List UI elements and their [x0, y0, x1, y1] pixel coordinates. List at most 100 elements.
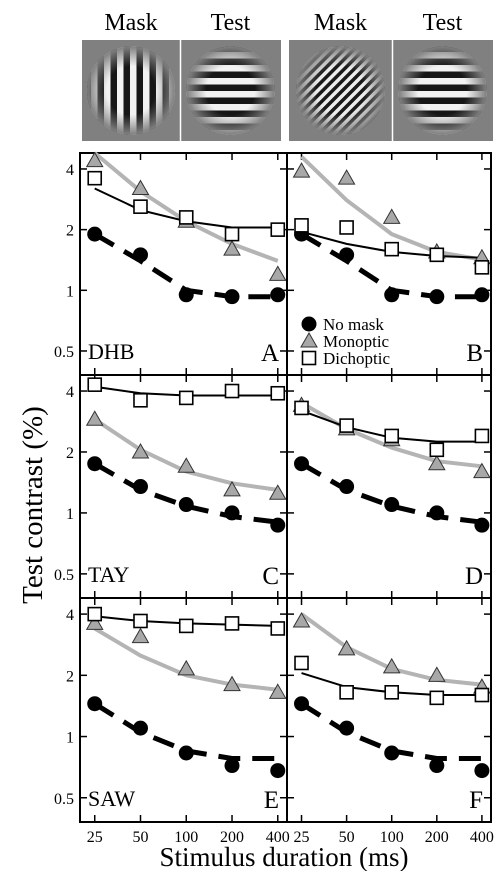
- monoptic-point: [223, 480, 241, 497]
- monoptic-point: [85, 151, 104, 168]
- monoptic-point: [223, 675, 241, 692]
- monoptic-point: [427, 666, 446, 682]
- no-mask-fit-line: [300, 461, 483, 525]
- x-tick-label: 200: [425, 829, 449, 846]
- panel-D: D: [286, 374, 492, 599]
- no-mask-point: [178, 287, 194, 303]
- monoptic-fit-line: [93, 417, 279, 492]
- panel-letter: F: [469, 787, 483, 814]
- no-mask-point: [429, 758, 445, 774]
- y-tick-label: 0.5: [54, 344, 74, 361]
- dichoptic-point: [384, 241, 400, 257]
- x-tick-label: 50: [132, 829, 148, 846]
- y-tick-label: 0.5: [54, 567, 74, 584]
- monoptic-fit-line: [300, 612, 483, 687]
- no-mask-point: [132, 720, 148, 736]
- monoptic-point: [337, 639, 356, 656]
- observer-label: DHB: [88, 339, 134, 364]
- dichoptic-point: [87, 606, 103, 622]
- monoptic-point: [268, 265, 287, 281]
- dichoptic-point: [87, 377, 103, 392]
- panel-letter: E: [264, 787, 279, 814]
- monoptic-fit-line: [93, 151, 279, 263]
- dichoptic-point: [178, 618, 194, 634]
- stimulus-label: Mask: [314, 10, 367, 36]
- monoptic-point: [292, 162, 311, 178]
- no-mask-point: [270, 763, 286, 779]
- no-mask-point: [339, 247, 355, 263]
- panel-letter: A: [261, 340, 279, 367]
- no-mask-point: [132, 479, 148, 495]
- no-mask-point: [224, 289, 240, 305]
- monoptic-point: [382, 208, 401, 224]
- no-mask-point: [429, 505, 445, 521]
- dichoptic-point: [384, 428, 400, 444]
- monoptic-fit-line: [300, 155, 483, 262]
- stimulus-3: Mask: [289, 10, 392, 141]
- x-tick-label: 25: [87, 829, 103, 846]
- dichoptic-point: [294, 400, 309, 416]
- monoptic-point: [131, 179, 150, 195]
- panel-letter: D: [465, 563, 483, 590]
- dichoptic-point: [270, 222, 286, 237]
- monoptic-point: [85, 614, 104, 630]
- y-axis-label: Test contrast (%): [17, 406, 49, 604]
- stimulus-2: Test: [180, 10, 281, 141]
- y-tick-label: 1: [66, 283, 74, 300]
- stimulus-label: Test: [211, 10, 251, 36]
- dichoptic-point: [224, 616, 240, 631]
- dichoptic-point: [270, 621, 286, 636]
- dichoptic-point: [133, 392, 148, 408]
- monoptic-point: [177, 457, 196, 473]
- dichoptic-point: [133, 613, 148, 629]
- no-mask-point: [270, 287, 286, 303]
- panel-letter: B: [466, 340, 483, 367]
- legend-label: Monoptic: [323, 332, 390, 351]
- no-mask-point: [294, 696, 310, 712]
- no-mask-point: [224, 758, 240, 774]
- monoptic-point: [85, 410, 104, 426]
- monoptic-point: [268, 484, 287, 500]
- y-tick-label: 1: [66, 506, 74, 523]
- dichoptic-point: [294, 655, 309, 671]
- no-mask-point: [178, 745, 194, 761]
- no-mask-point: [339, 720, 355, 736]
- monoptic-point: [427, 454, 446, 471]
- y-tick-label: 1: [66, 730, 74, 747]
- panel-C: 0.5 1 2 4 TAY C: [54, 374, 288, 599]
- legend-triangle-marker: [300, 331, 318, 348]
- dichoptic-point: [474, 428, 490, 444]
- dichoptic-point: [133, 199, 148, 214]
- x-tick-label: 400: [266, 829, 290, 846]
- no-mask-point: [87, 226, 103, 242]
- monoptic-point: [131, 442, 150, 459]
- y-tick-label: 4: [66, 162, 74, 179]
- dichoptic-point: [87, 170, 103, 186]
- x-tick-label: 25: [294, 829, 310, 846]
- dichoptic-point: [429, 247, 445, 263]
- x-tick-label: 100: [380, 829, 404, 846]
- panel-frame: [286, 374, 492, 599]
- x-tick-label: 200: [220, 829, 244, 846]
- no-mask-fit-line: [93, 461, 279, 525]
- y-tick-label: 2: [66, 668, 74, 685]
- monoptic-fit-line: [93, 626, 279, 692]
- y-tick-label: 2: [66, 445, 74, 462]
- observer-label: TAY: [88, 562, 130, 587]
- y-tick-label: 2: [66, 223, 74, 240]
- legend-square-marker: [301, 350, 317, 366]
- monoptic-fit-line: [300, 401, 483, 469]
- dichoptic-point: [339, 418, 354, 433]
- panel-letter: C: [262, 563, 279, 590]
- no-mask-point: [384, 497, 400, 513]
- x-tick-label: 100: [174, 829, 198, 846]
- no-mask-point: [132, 247, 148, 263]
- no-mask-point: [294, 456, 310, 472]
- no-mask-point: [87, 696, 103, 712]
- no-mask-point: [384, 287, 400, 303]
- stimulus-1: Mask: [82, 10, 180, 141]
- no-mask-point: [474, 763, 490, 779]
- dichoptic-point: [339, 220, 354, 235]
